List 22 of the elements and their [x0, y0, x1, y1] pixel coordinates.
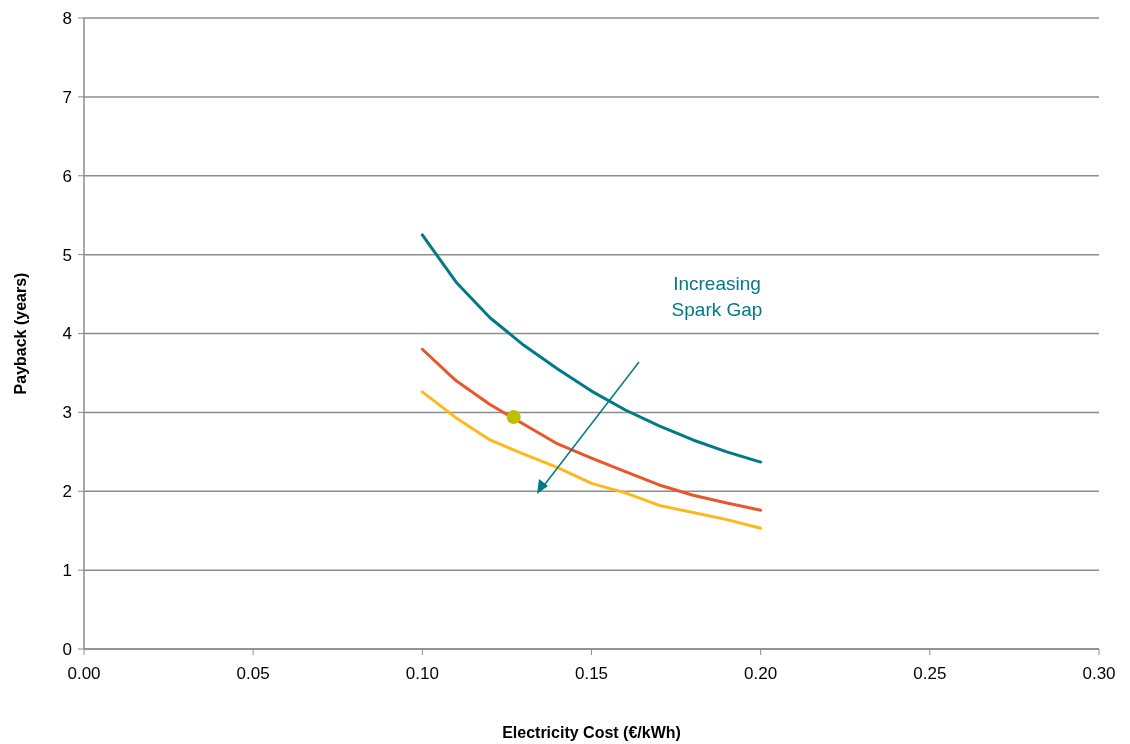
- y-tick-label: 7: [62, 87, 72, 107]
- x-tick-label: 0.15: [574, 664, 609, 683]
- y-tick-label: 2: [62, 482, 72, 502]
- annotation: Increasing Spark Gap: [671, 273, 763, 320]
- y-tick-label: 0: [62, 639, 72, 659]
- y-axis-title: Payback (years): [12, 272, 29, 395]
- y-tick-label: 6: [62, 166, 72, 186]
- line-series: [420, 390, 763, 530]
- x-tick-label: 0.30: [1082, 664, 1116, 683]
- x-tick-label: 0.20: [744, 664, 778, 683]
- y-tick-label: 1: [62, 561, 72, 581]
- line-series: [420, 347, 763, 512]
- x-tick-label: 0.10: [405, 664, 439, 683]
- x-axis-title: Electricity Cost (€/kWh): [502, 724, 681, 741]
- y-tick-label: 5: [62, 245, 72, 265]
- y-tick-label: 4: [62, 324, 72, 344]
- y-tick-label: 3: [62, 403, 72, 423]
- x-tick-label: 0.05: [236, 664, 270, 683]
- y-tick-label: 8: [62, 8, 72, 28]
- line-series: [420, 233, 763, 464]
- x-tick-label: 0.25: [913, 664, 947, 683]
- x-tick-label: 0.00: [67, 664, 101, 683]
